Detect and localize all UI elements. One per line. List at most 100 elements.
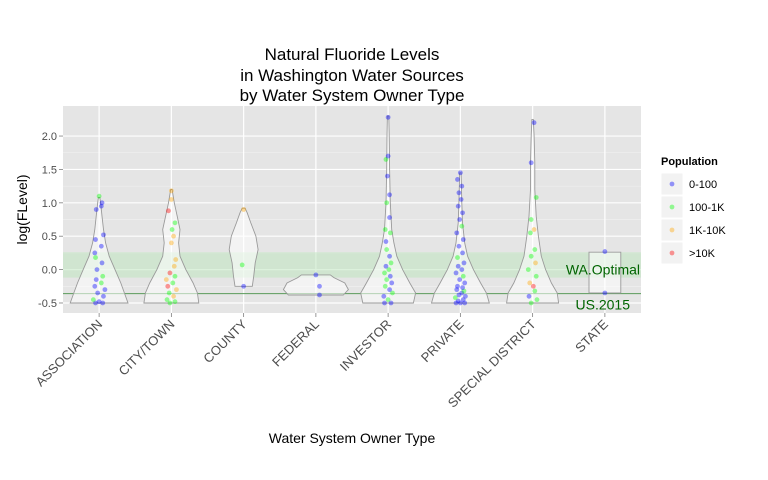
data-point [101,293,106,299]
data-point [95,290,101,296]
legend-label: 0-100 [689,179,717,191]
violin-special-district [506,118,560,304]
data-point [96,193,102,199]
data-point [533,273,539,279]
data-point [460,250,465,256]
data-point [93,300,98,306]
legend-key-box [660,195,684,219]
data-point [241,283,247,289]
data-point [602,290,608,296]
data-point [387,192,392,198]
data-point [100,273,106,279]
data-point [461,288,467,294]
data-point [528,230,533,236]
y-tick-label: 0.0 [42,265,57,277]
data-point [459,183,465,189]
legend-key-swatch [669,227,675,233]
data-point [98,243,104,249]
legend-title: Population [661,156,718,168]
data-point [460,285,465,291]
data-point [528,217,534,222]
violin-federal [282,274,349,296]
data-point [388,300,394,306]
legend-key-swatch [669,204,675,210]
data-point [454,287,460,293]
legend-label: 1K-10K [689,225,726,237]
data-point [168,240,174,246]
data-point [168,188,174,194]
data-point [455,283,460,289]
data-point [317,283,322,289]
data-point [96,299,102,305]
data-point [385,114,391,120]
x-tick-label: STATE [572,316,611,355]
data-point [454,230,460,236]
chart-title-line-2: in Washington Water Sources [240,66,464,85]
data-point [453,300,459,306]
data-point [455,203,461,209]
violin-city-town [143,189,200,304]
data-point [460,210,465,216]
wa-optimal-band [63,252,641,278]
data-point [98,203,104,209]
us-2015-label: US.2015 [576,296,631,312]
x-axis-ticks: ASSOCIATION CITY/TOWN COUNTY FEDERAL INVESTO… [32,313,611,411]
legend-key-box [660,218,684,242]
data-point [387,253,392,259]
data-point [602,249,608,254]
data-points [90,114,608,306]
data-point [455,298,461,304]
data-point [90,297,96,303]
data-point [317,292,322,298]
x-tick-label: INVESTOR [337,317,394,374]
x-tick-label: COUNTY [200,316,250,366]
data-point [93,207,99,212]
y-tick-label: 1.5 [42,164,57,176]
data-point [533,195,539,200]
data-point [384,200,390,206]
data-point [452,295,458,301]
data-point [92,283,98,289]
data-point [387,273,393,279]
legend-key-box [660,241,684,265]
data-point [93,237,98,242]
data-point [167,270,173,276]
x-tick-label: FEDERAL [269,317,322,370]
data-point [462,300,468,306]
data-point [174,287,179,293]
data-point [459,267,465,272]
data-point [173,257,179,262]
data-point [100,300,106,306]
data-point [460,297,466,303]
data-point [460,237,466,242]
data-point [459,290,465,296]
data-point [531,227,537,232]
data-point [455,255,460,260]
data-point [382,283,388,289]
x-axis-title: Water System Owner Type [269,430,436,446]
wa-optimal-label: WA.Optimal [566,262,640,278]
data-point [169,227,175,232]
data-point [241,207,247,212]
data-point [383,263,389,269]
legend-key-swatch [669,250,675,256]
x-tick-label: PRIVATE [418,316,467,365]
data-point [166,290,172,296]
data-point [383,239,389,244]
plot-panel [63,106,641,313]
violin-state [588,251,622,294]
data-point [455,177,460,182]
data-point [462,280,468,286]
data-point [453,270,459,276]
chart-title-line-1: Natural Fluoride Levels [265,45,440,64]
data-point [239,262,245,268]
violin-private [430,172,490,304]
data-point [170,280,176,286]
data-point [457,300,463,306]
data-point [313,272,319,278]
data-point [389,280,395,286]
y-axis-ticks: -0.5 0.0 0.5 1.0 1.5 2.0 [38,131,63,310]
data-point [390,290,395,296]
data-point [167,300,173,306]
